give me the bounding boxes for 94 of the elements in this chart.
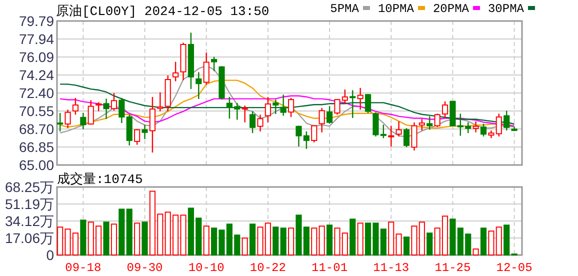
x-tick-label: 09-30 <box>126 261 163 275</box>
bar <box>488 230 494 256</box>
y-tick-label: 79.79 <box>18 13 54 29</box>
candlestick <box>250 110 256 134</box>
candlestick <box>72 97 79 116</box>
candlestick <box>118 97 125 124</box>
candlestick <box>311 124 318 144</box>
candlestick <box>172 61 179 82</box>
candlestick <box>196 72 202 100</box>
x-tick-label: 11-13 <box>373 261 410 275</box>
bar <box>126 208 132 256</box>
y-tick-label: 68.25万 <box>4 179 54 195</box>
bar <box>288 228 294 256</box>
bar <box>80 220 86 256</box>
y-tick-label: 77.94 <box>18 31 54 48</box>
x-tick-label: 10-10 <box>188 261 224 275</box>
candlestick <box>57 112 64 132</box>
x-tick-label: 10-22 <box>250 261 286 275</box>
bar <box>142 222 148 256</box>
candlestick <box>96 102 102 112</box>
bar <box>326 224 333 256</box>
candlestick <box>110 92 118 112</box>
candlestick <box>418 118 425 132</box>
candlestick <box>103 98 110 120</box>
candlestick <box>142 124 148 140</box>
candlestick <box>426 116 433 130</box>
legend-label: 30PMA <box>488 2 525 16</box>
x-tick-label: 12-05 <box>496 261 532 275</box>
candlestick <box>403 128 410 148</box>
legend-label: 10PMA <box>378 2 415 16</box>
x-tick-label: 09-18 <box>65 261 102 275</box>
y-tick-label: 76.09 <box>18 49 54 66</box>
y-tick-label: 34.12万 <box>4 213 54 230</box>
y-tick-label: 68.70 <box>18 120 54 137</box>
candlestick <box>480 123 487 138</box>
candlestick <box>134 128 140 146</box>
candlestick <box>318 107 325 133</box>
candlestick <box>280 94 286 116</box>
y-tick-label: 66.85 <box>18 138 54 155</box>
bar <box>203 226 210 256</box>
chart-title: 原油[CL00Y] 2024-12-05 13:50 <box>56 4 270 19</box>
candlestick <box>472 120 479 133</box>
candlestick <box>504 110 510 132</box>
candlestick <box>257 114 264 132</box>
candlestick <box>242 105 248 123</box>
candlestick <box>203 52 210 86</box>
candlestick <box>126 114 132 146</box>
y-tick-label: 70.55 <box>18 102 54 119</box>
bar <box>250 224 256 256</box>
bar <box>118 208 125 256</box>
y-tick-label: 17.06万 <box>4 230 54 246</box>
bar <box>396 234 402 256</box>
bar <box>110 224 118 256</box>
bar <box>272 226 279 256</box>
bar <box>103 222 110 256</box>
candlestick <box>364 93 372 114</box>
bar <box>403 236 410 256</box>
bar <box>311 228 318 256</box>
y-tick-label: 72.40 <box>18 84 54 101</box>
candlestick <box>211 56 218 72</box>
bar <box>350 218 356 256</box>
x-tick-label: 11-01 <box>312 261 348 275</box>
candlestick <box>496 113 502 138</box>
candlestick <box>264 96 271 123</box>
candlestick <box>357 87 364 110</box>
bar <box>480 228 487 256</box>
y-tick-label: 74.24 <box>18 67 54 84</box>
y-tick-label: 65.00 <box>18 157 54 173</box>
bar <box>242 238 248 256</box>
bar <box>426 232 433 256</box>
bar <box>388 222 394 256</box>
bar <box>134 222 140 256</box>
candlestick <box>350 90 356 119</box>
bar <box>472 248 479 256</box>
bar <box>496 226 502 256</box>
candlestick <box>272 98 279 115</box>
candlestick <box>326 106 333 124</box>
candlestick <box>80 112 86 130</box>
y-tick-label: 0 <box>46 247 54 263</box>
candlestick <box>64 109 71 129</box>
y-tick-label: 51.19万 <box>4 196 54 212</box>
legend-label: 20PMA <box>432 2 470 16</box>
candlestick <box>411 122 418 152</box>
bar <box>357 222 364 256</box>
chart-title: 成交量:10745 <box>57 171 143 187</box>
candlestick <box>88 100 94 126</box>
bar <box>318 226 325 256</box>
candlestick <box>396 120 402 138</box>
legend-label: 5PMA <box>330 2 360 16</box>
bar <box>280 228 286 256</box>
candlestick <box>388 125 394 148</box>
candlestick <box>288 97 294 118</box>
x-tick-label: 11-25 <box>434 261 471 275</box>
bar <box>504 224 510 256</box>
